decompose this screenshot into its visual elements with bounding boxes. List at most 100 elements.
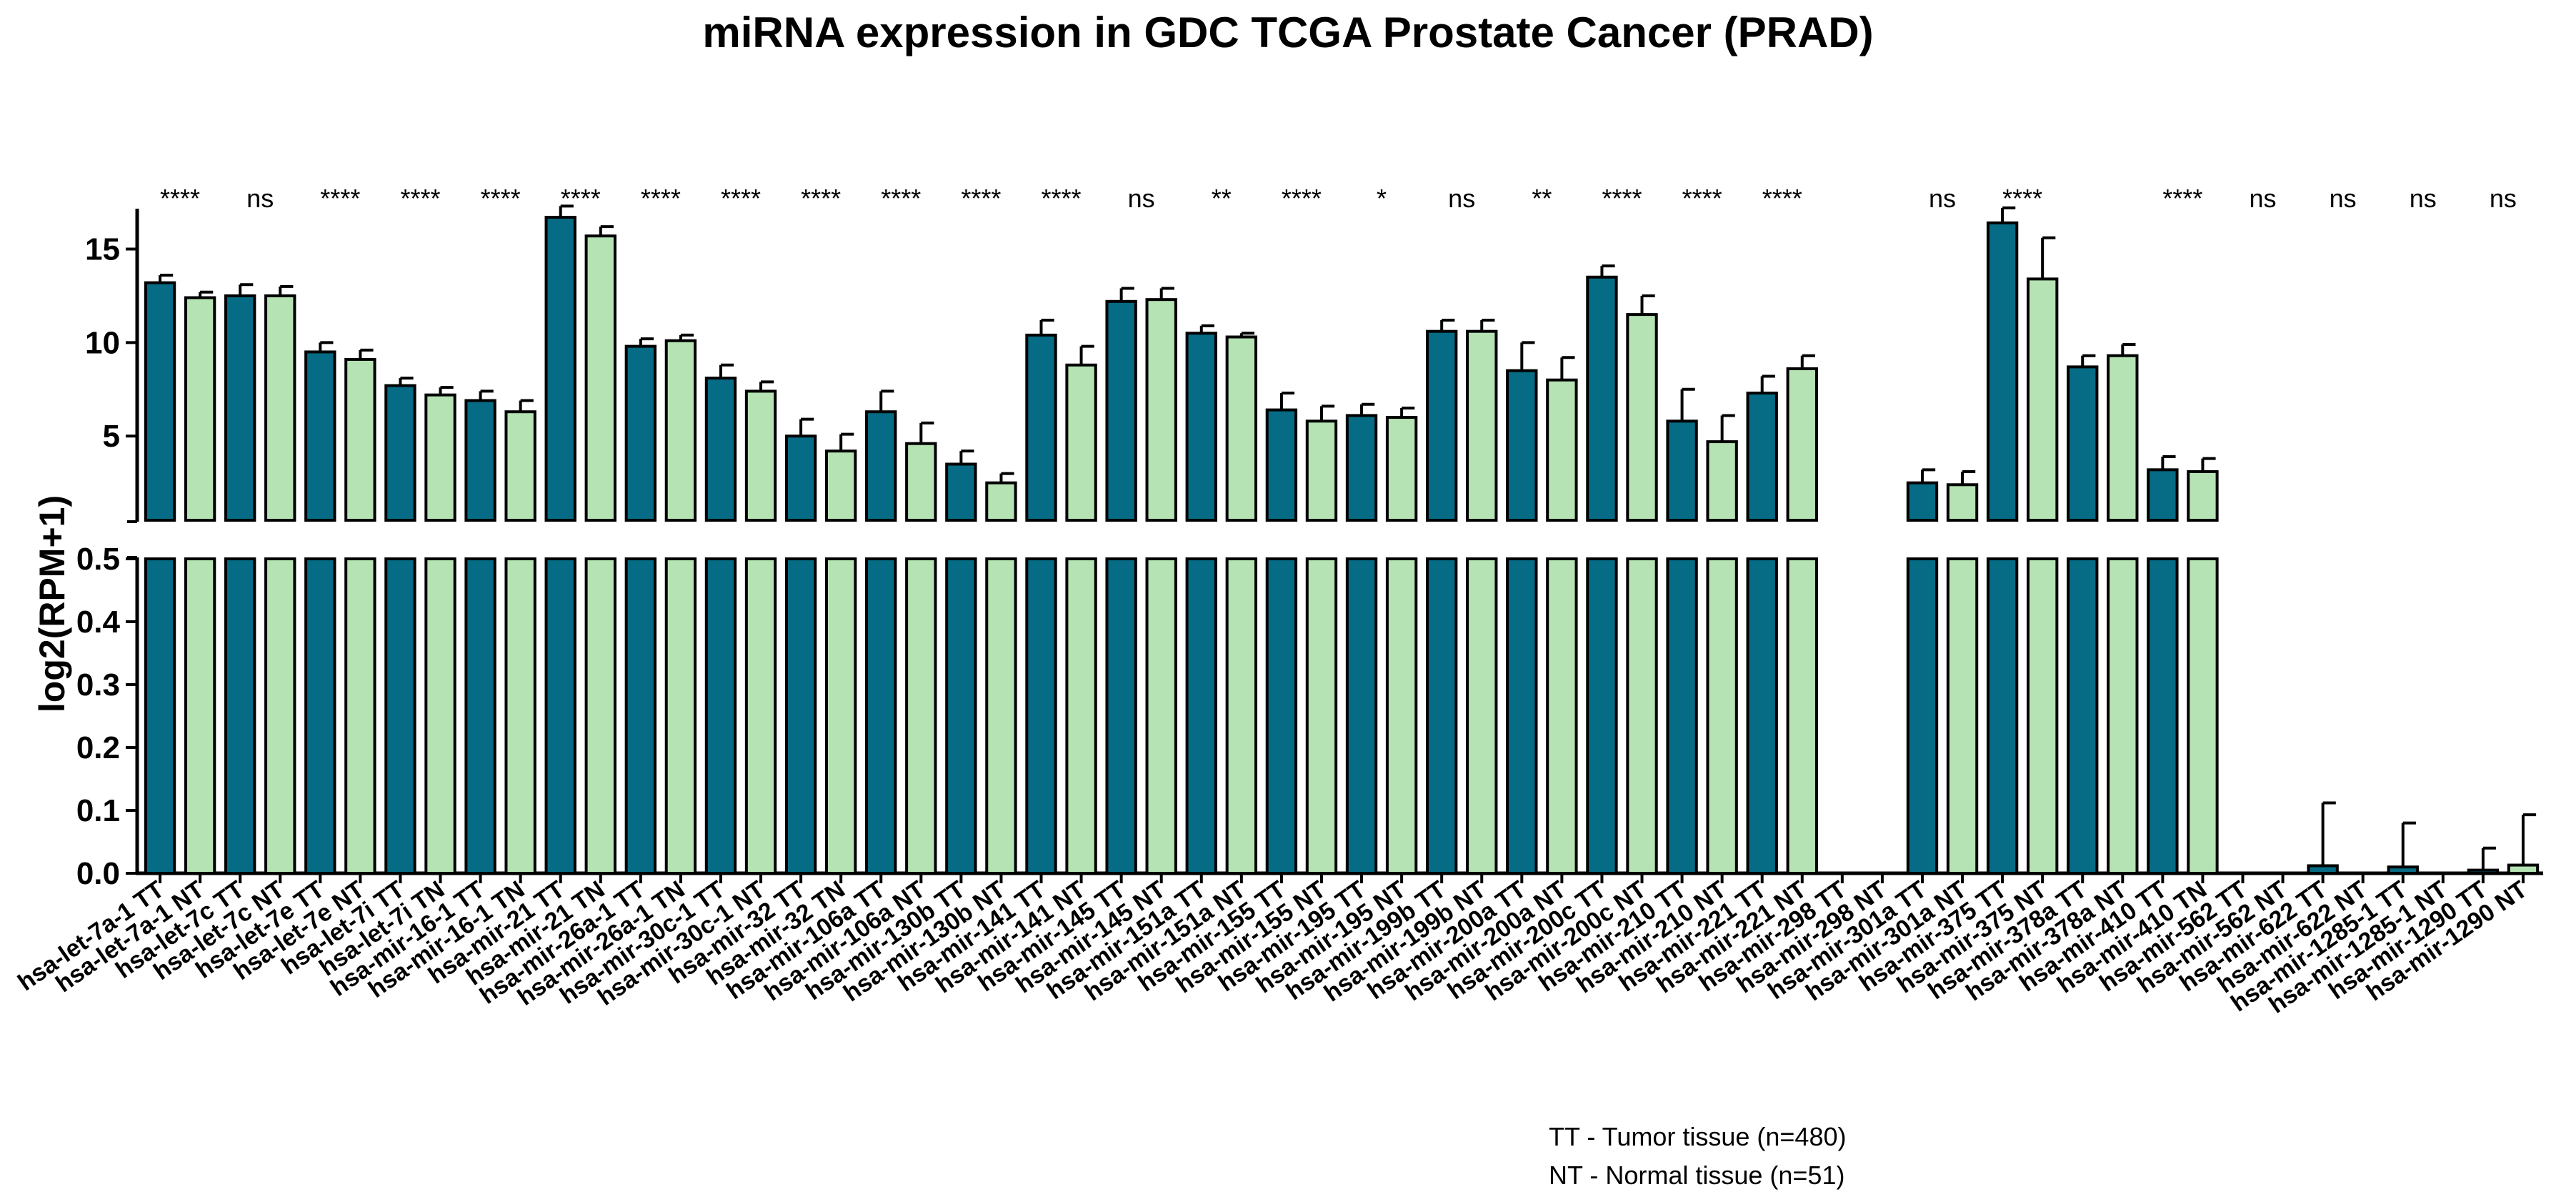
bar-upper-segment — [184, 296, 216, 522]
bar-upper-segment — [264, 294, 296, 522]
bar-upper-segment — [424, 393, 456, 522]
significance-label: ns — [246, 184, 274, 213]
bar-upper-segment — [1786, 367, 1818, 522]
significance-label: **** — [1762, 184, 1802, 213]
significance-label: **** — [1042, 184, 1082, 213]
bar-lower-segment — [1185, 557, 1217, 875]
bar-lower-segment — [2107, 557, 2139, 875]
bar-upper-segment — [1586, 275, 1618, 522]
bar-lower-segment — [1345, 557, 1378, 875]
bar-lower-segment — [584, 557, 616, 875]
bar-upper-segment — [1906, 481, 1939, 522]
bar-lower-segment — [224, 557, 256, 875]
bar-lower-segment — [304, 557, 336, 875]
bar-upper-segment — [2187, 470, 2219, 522]
significance-label: **** — [1682, 184, 1722, 213]
significance-label: ns — [1929, 184, 1956, 213]
significance-label: ns — [1128, 184, 1155, 213]
significance-label: **** — [641, 184, 681, 213]
bar-lower-segment — [1586, 557, 1618, 875]
bar-lower-segment — [744, 557, 777, 875]
bar-upper-segment — [1145, 298, 1177, 522]
significance-label: ns — [2330, 184, 2357, 213]
bar-lower-segment — [1706, 557, 1738, 875]
bar-lower-segment — [1225, 557, 1258, 875]
bar-upper-segment — [865, 410, 897, 522]
bar-lower-segment — [2067, 557, 2099, 875]
bar-lower-segment — [424, 557, 456, 875]
bar-lower-segment — [1065, 557, 1097, 875]
bar-lower-segment — [1946, 557, 1979, 875]
bar-upper-segment — [1546, 378, 1578, 522]
bar-upper-segment — [1385, 416, 1418, 522]
significance-label: **** — [561, 184, 601, 213]
significance-label: **** — [801, 184, 841, 213]
bar-lower-segment — [1105, 557, 1137, 875]
bar-lower-segment — [1546, 557, 1578, 875]
bar-lower-segment — [1025, 557, 1057, 875]
bar-lower-segment — [985, 557, 1017, 875]
significance-label: ns — [2490, 184, 2517, 213]
bar-upper-segment — [1425, 329, 1458, 522]
bar-lower-segment — [905, 557, 937, 875]
bar-upper-segment — [1666, 419, 1698, 522]
significance-label: **** — [2002, 184, 2042, 213]
bar — [2307, 864, 2339, 875]
bar-upper-segment — [1065, 363, 1097, 522]
y-tick-label: 15 — [85, 232, 120, 267]
bar-lower-segment — [1986, 557, 2019, 875]
significance-label: ns — [1448, 184, 1475, 213]
bar-lower-segment — [144, 557, 176, 875]
bar-upper-segment — [2107, 354, 2139, 522]
bar-lower-segment — [1786, 557, 1818, 875]
bar-upper-segment — [1185, 332, 1217, 522]
bar-upper-segment — [584, 234, 616, 522]
bar-lower-segment — [544, 557, 576, 875]
bar-lower-segment — [2147, 557, 2179, 875]
significance-label: **** — [160, 184, 200, 213]
bar-lower-segment — [2187, 557, 2219, 875]
bar-upper-segment — [1265, 408, 1298, 522]
bar-upper-segment — [1506, 369, 1538, 522]
y-tick-label: 0.1 — [76, 793, 120, 828]
bar-lower-segment — [464, 557, 496, 875]
bar-lower-segment — [1506, 557, 1538, 875]
bar-lower-segment — [664, 557, 697, 875]
bar-upper-segment — [304, 350, 336, 522]
bar-upper-segment — [224, 294, 256, 522]
bar-lower-segment — [184, 557, 216, 875]
bar-upper-segment — [985, 481, 1017, 522]
significance-label: **** — [481, 184, 521, 213]
significance-label: **** — [961, 184, 1001, 213]
bar-upper-segment — [384, 384, 416, 522]
bar-upper-segment — [2147, 468, 2179, 522]
bar-upper-segment — [344, 357, 376, 522]
significance-label: **** — [881, 184, 921, 213]
bar-upper-segment — [824, 449, 857, 522]
bar-upper-segment — [544, 216, 576, 522]
legend-entry-normal: NT - Normal tissue (n=51) — [1549, 1161, 1844, 1190]
significance-label: **** — [2162, 184, 2202, 213]
bar-lower-segment — [504, 557, 536, 875]
y-tick-label: 0.5 — [76, 542, 120, 577]
bar-upper-segment — [1305, 419, 1338, 522]
significance-label: **** — [320, 184, 360, 213]
bar-lower-segment — [344, 557, 376, 875]
bar-lower-segment — [1265, 557, 1298, 875]
bar-upper-segment — [1626, 313, 1658, 522]
bar — [2387, 865, 2419, 875]
bar-lower-segment — [1626, 557, 1658, 875]
y-tick-label: 5 — [103, 419, 120, 454]
bar-upper-segment — [1105, 299, 1137, 522]
y-tick-label: 0.3 — [76, 667, 120, 702]
bar-lower-segment — [1666, 557, 1698, 875]
bar-upper-segment — [1946, 483, 1979, 522]
bar-upper-segment — [1466, 329, 1498, 522]
bar-lower-segment — [1145, 557, 1177, 875]
axes: 0.0 0.1 0.2 0.3 0.4 0.5 5 10 15 — [76, 209, 2543, 891]
bar-lower-segment — [2026, 557, 2059, 875]
bar — [2507, 863, 2540, 875]
significance-label: ns — [2410, 184, 2437, 213]
